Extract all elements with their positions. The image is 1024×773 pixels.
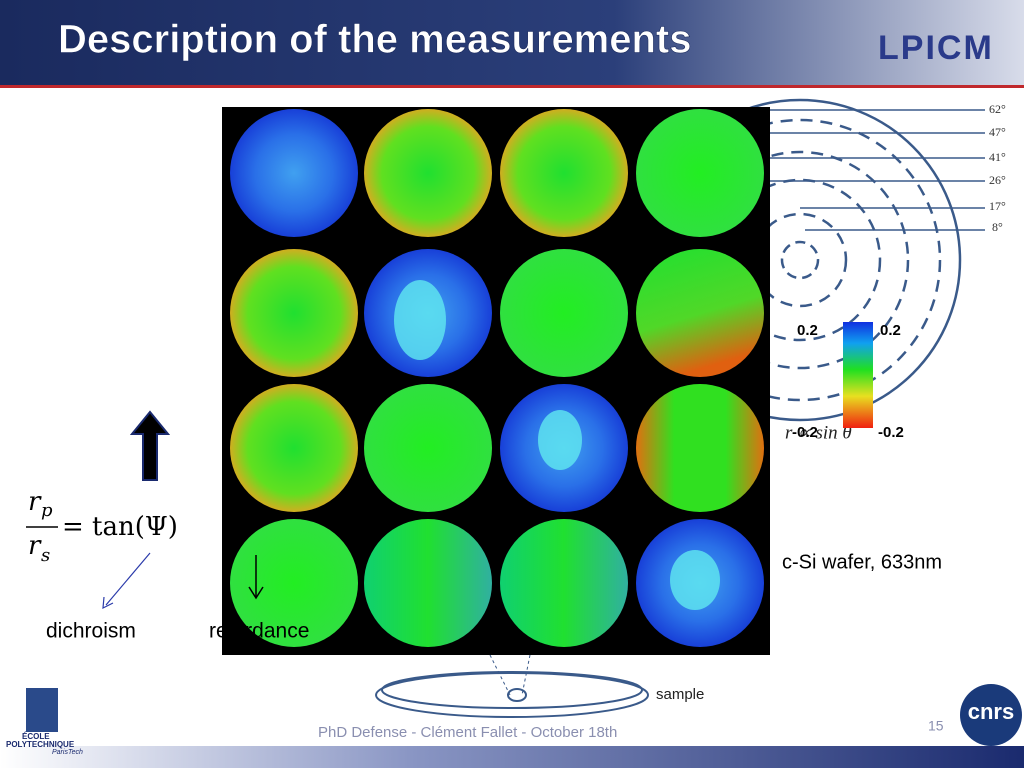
- school-name: ÉCOLE: [22, 732, 50, 741]
- retardance-label: retardance: [209, 620, 309, 643]
- school-name: ParisTech: [52, 749, 83, 756]
- logo: LPICM: [878, 29, 994, 67]
- denominator-sub: s: [41, 545, 50, 566]
- cnrs-logo: [960, 684, 1022, 746]
- cnrs-text: cnrs: [968, 699, 1014, 724]
- sample-diagram: [375, 654, 649, 718]
- angle-label: 26°: [989, 173, 1006, 187]
- colorbar: [843, 322, 873, 428]
- footer-band: [0, 746, 1024, 768]
- numerator: r: [28, 487, 42, 517]
- angle-label: 17°: [989, 199, 1006, 213]
- colorbar-label: -0.2: [878, 424, 904, 441]
- angle-label: 41°: [989, 150, 1006, 164]
- dichroism-arrow: [105, 552, 151, 606]
- title: Description of the measurements: [58, 18, 692, 62]
- school-name: POLYTECHNIQUE: [6, 740, 75, 749]
- angle-label: 8°: [992, 220, 1003, 234]
- angle-label: 47°: [989, 125, 1006, 139]
- caption: r ∝ sin θ: [785, 422, 852, 443]
- dichroism-arrowhead: [102, 596, 114, 610]
- header-band: [0, 0, 1024, 85]
- denominator: r: [28, 531, 42, 561]
- retardance-arrowhead: [248, 586, 264, 600]
- footer-text: PhD Defense - Clément Fallet - October 1…: [318, 724, 617, 741]
- colorbar-label: 0.2: [797, 322, 818, 339]
- formula: r p r s = tan(Ψ): [26, 487, 178, 566]
- mueller-images: [230, 109, 764, 647]
- page-number: 15: [928, 718, 944, 734]
- up-arrow: [129, 410, 171, 481]
- sample-description: c-Si wafer, 633nm: [782, 551, 942, 573]
- colorbar-label: -0.2: [792, 424, 818, 441]
- colorbar-label: 0.2: [880, 322, 901, 339]
- angle-lines: [770, 109, 985, 231]
- sample-label: sample: [656, 686, 704, 703]
- school-crest: [26, 688, 58, 732]
- dichroism-label: dichroism: [46, 620, 136, 643]
- rhs: = tan(Ψ): [62, 512, 178, 542]
- angle-label: 62°: [989, 102, 1006, 116]
- numerator-sub: p: [41, 500, 53, 521]
- header-rule: [0, 85, 1024, 88]
